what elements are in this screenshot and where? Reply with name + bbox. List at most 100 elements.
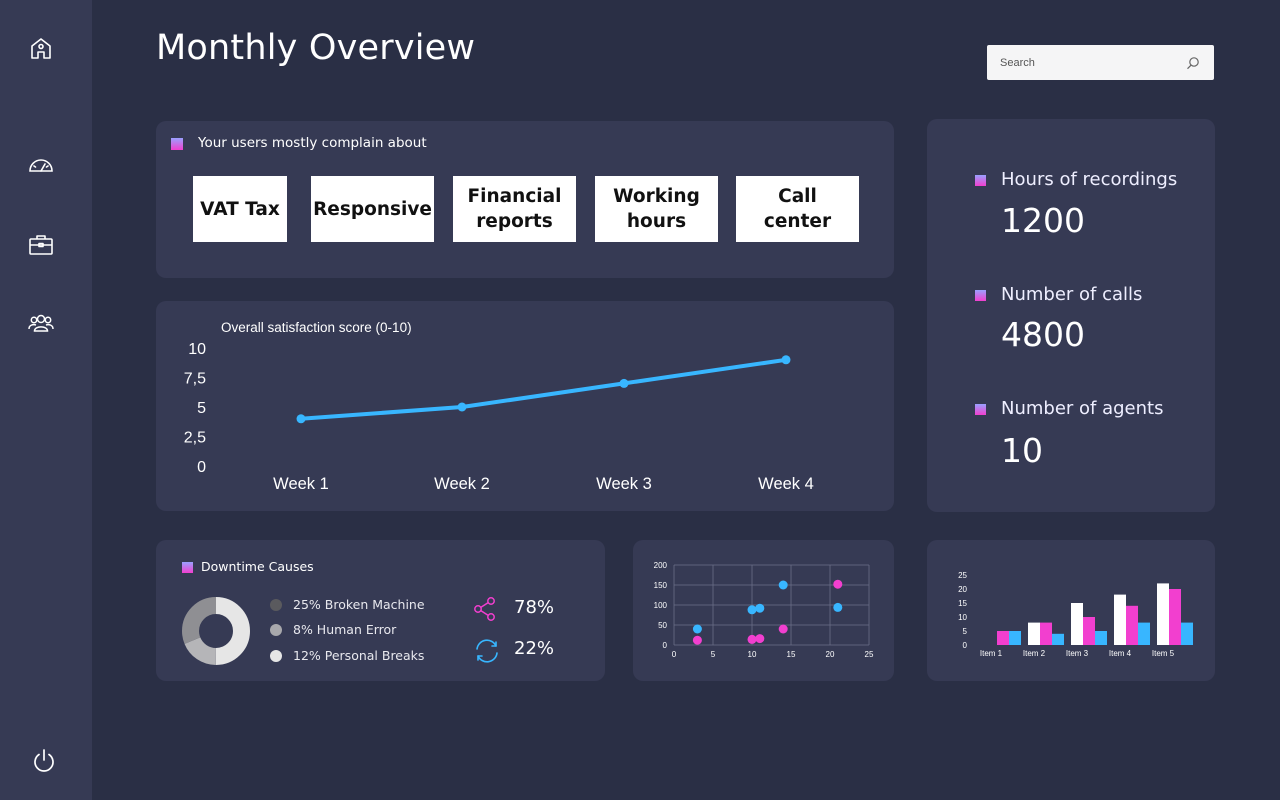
data-point (457, 402, 467, 412)
bar (1157, 583, 1169, 645)
stat-value: 1200 (1001, 201, 1085, 240)
legend-dot (270, 624, 282, 636)
legend-dot (270, 650, 282, 662)
bar (1114, 594, 1126, 645)
bar-chart-card: 0 5 10 15 20 25 Item 1 Item 2 Item 3 Item 4 Item 5 (927, 540, 1215, 681)
x-tick-label: 20 (826, 650, 835, 659)
stat-label: Hours of recordings (1001, 169, 1178, 190)
complaints-card: Your users mostly complain about VAT Tax… (156, 121, 894, 278)
series-line (299, 357, 788, 421)
scatter-point (755, 603, 765, 613)
share-icon (474, 597, 495, 621)
satisfaction-line-chart: Overall satisfaction score (0-10) 0 2,5 5 7,… (184, 320, 814, 493)
data-point (619, 378, 629, 388)
x-tick-label: Item 3 (1066, 649, 1089, 658)
card-marker-icon (182, 562, 193, 573)
search-input[interactable] (1000, 56, 1186, 69)
data-point (296, 414, 306, 424)
bar (1040, 622, 1052, 645)
bar (1052, 633, 1064, 645)
y-tick-label: 100 (654, 601, 668, 610)
stat-value: 10 (1001, 431, 1043, 470)
bar (997, 631, 1009, 645)
metric-value: 78% (514, 597, 555, 618)
search-icon[interactable] (1186, 56, 1200, 70)
bar (1009, 631, 1021, 645)
downtime-donut-chart (182, 597, 250, 665)
y-tick-label: 10 (958, 613, 967, 622)
x-tick-label: 5 (711, 650, 716, 659)
bar (1126, 605, 1138, 645)
x-tick-label: 15 (787, 650, 796, 659)
search-bar[interactable] (987, 45, 1214, 80)
scatter-point (747, 634, 757, 644)
complaint-tag[interactable]: Financial reports (453, 176, 576, 242)
y-tick-label: 25 (958, 571, 967, 580)
scatter-point (692, 635, 702, 645)
x-tick-label: Item 2 (1023, 649, 1046, 658)
y-tick-label: 5 (197, 400, 206, 417)
page-title: Monthly Overview (156, 28, 476, 68)
scatter-point (778, 580, 788, 590)
complaint-tag[interactable]: Call center (736, 176, 859, 242)
bar (1181, 622, 1193, 645)
scatter-point (692, 624, 702, 634)
stat-value: 4800 (1001, 315, 1085, 354)
bar (1095, 631, 1107, 645)
complaint-tag[interactable]: VAT Tax (193, 176, 287, 242)
data-point (781, 355, 791, 365)
y-tick-label: 0 (663, 641, 668, 650)
x-tick-label: 10 (748, 650, 757, 659)
stat-marker-icon (975, 290, 986, 301)
stats-card: Hours of recordings 1200 Number of calls… (927, 119, 1215, 512)
metric-value: 22% (514, 638, 555, 659)
scatter-point (747, 605, 757, 615)
users-icon[interactable] (26, 308, 56, 338)
power-icon[interactable] (31, 748, 57, 774)
y-tick-label: 50 (658, 621, 667, 630)
speedometer-icon[interactable] (26, 150, 56, 180)
complaints-title: Your users mostly complain about (198, 135, 427, 151)
x-tick-label: Week 2 (434, 475, 490, 493)
scatter-point (833, 579, 843, 589)
legend-dot (270, 599, 282, 611)
y-tick-label: 5 (963, 627, 968, 636)
bar (1028, 622, 1040, 645)
x-tick-label: 0 (672, 650, 677, 659)
sidebar (0, 0, 92, 800)
downtime-card: Downtime Causes 25% Broken Machine 8% Hu… (156, 540, 605, 681)
y-tick-label: 0 (197, 459, 206, 476)
scatter-chart: 0 5 10 15 20 25 0 50 100 150 200 (654, 561, 874, 659)
y-tick-label: 20 (958, 585, 967, 594)
bar (1071, 603, 1083, 645)
x-tick-label: Week 4 (758, 475, 814, 493)
card-marker-icon (171, 138, 183, 150)
y-tick-label: 15 (958, 599, 967, 608)
x-tick-label: 25 (865, 650, 874, 659)
downtime-title: Downtime Causes (201, 559, 314, 574)
home-icon[interactable] (26, 33, 56, 63)
y-tick-label: 0 (963, 641, 968, 650)
bar (1169, 589, 1181, 645)
stat-label: Number of agents (1001, 398, 1164, 419)
y-tick-label: 200 (654, 561, 668, 570)
x-tick-label: Item 4 (1109, 649, 1132, 658)
x-tick-label: Item 5 (1152, 649, 1175, 658)
satisfaction-chart-card: Overall satisfaction score (0-10) 0 2,5 5 7,… (156, 301, 894, 511)
donut-slice-broken-machine (182, 597, 250, 665)
stat-marker-icon (975, 404, 986, 415)
refresh-icon (476, 639, 498, 663)
scatter-chart-card: 0 5 10 15 20 25 0 50 100 150 200 (633, 540, 894, 681)
x-tick-label: Item 1 (980, 649, 1003, 658)
chart-title: Overall satisfaction score (0-10) (221, 320, 412, 335)
complaint-tag[interactable]: Responsive (311, 176, 434, 242)
complaint-tag[interactable]: Working hours (595, 176, 718, 242)
y-tick-label: 2,5 (184, 430, 206, 447)
y-tick-label: 150 (654, 581, 668, 590)
y-tick-label: 7,5 (184, 371, 206, 388)
scatter-point (833, 602, 843, 612)
stat-marker-icon (975, 175, 986, 186)
stat-label: Number of calls (1001, 284, 1143, 305)
x-tick-label: Week 3 (596, 475, 652, 493)
briefcase-icon[interactable] (26, 229, 56, 259)
